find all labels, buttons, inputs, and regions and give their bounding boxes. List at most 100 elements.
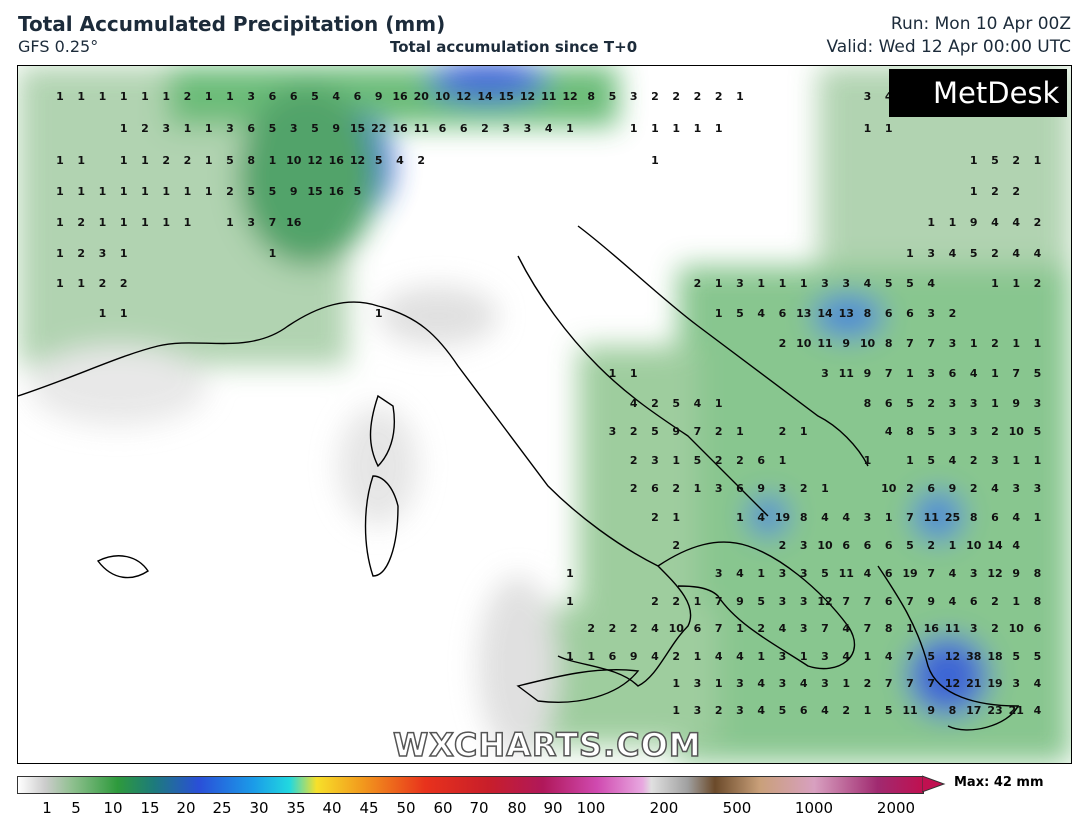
grid-value: 4 (949, 595, 957, 608)
grid-value: 5 (269, 122, 277, 135)
grid-value: 10 (435, 90, 451, 103)
grid-value: 4 (885, 90, 893, 103)
grid-value: 1 (566, 567, 574, 580)
grid-value: 2 (672, 539, 680, 552)
colorbar-arrow (922, 775, 946, 793)
grid-value: 11 (902, 704, 917, 717)
grid-value: 5 (1034, 425, 1042, 438)
grid-value: 2 (184, 90, 192, 103)
grid-value: 7 (906, 595, 914, 608)
grid-value: 5 (885, 277, 893, 290)
grid-value: 1 (736, 622, 744, 635)
grid-value: 1 (77, 185, 85, 198)
grid-value: 1 (715, 122, 723, 135)
grid-value: 1 (56, 247, 64, 260)
grid-value: 2 (1034, 277, 1042, 290)
grid-value: 8 (864, 397, 872, 410)
grid-value: 1 (672, 122, 680, 135)
grid-value: 1 (99, 216, 107, 229)
grid-value: 3 (821, 277, 829, 290)
grid-value: 3 (226, 122, 234, 135)
grid-value: 2 (736, 454, 744, 467)
grid-value: 22 (371, 122, 386, 135)
grid-value: 1 (120, 90, 128, 103)
grid-value: 1 (566, 595, 574, 608)
grid-value: 15 (499, 90, 514, 103)
grid-value: 1 (184, 122, 192, 135)
grid-value: 10 (881, 482, 897, 495)
grid-value: 3 (800, 567, 808, 580)
grid-value: 1 (1012, 337, 1020, 350)
grid-value: 2 (779, 337, 787, 350)
grid-value: 1 (141, 90, 149, 103)
grid-value: 1 (77, 90, 85, 103)
colorbar (17, 776, 924, 794)
grid-value: 1 (77, 277, 85, 290)
grid-value: 20 (414, 90, 430, 103)
grid-value: 9 (949, 482, 957, 495)
grid-value: 2 (991, 247, 999, 260)
grid-value: 1 (906, 454, 914, 467)
colorbar-label: 80 (507, 799, 527, 817)
grid-value: 6 (354, 90, 362, 103)
colorbar-label: 1000 (794, 799, 834, 817)
grid-value: 1 (56, 277, 64, 290)
grid-value: 6 (949, 367, 957, 380)
grid-value: 1 (672, 677, 680, 690)
grid-value: 12 (350, 154, 365, 167)
grid-value: 2 (77, 247, 85, 260)
grid-value: 5 (694, 454, 702, 467)
grid-value: 7 (821, 622, 829, 635)
grid-value: 1 (694, 122, 702, 135)
grid-value: 4 (842, 622, 850, 635)
grid-value: 4 (821, 704, 829, 717)
grid-value: 1 (694, 650, 702, 663)
grid-value: 3 (949, 397, 957, 410)
grid-value: 5 (672, 397, 680, 410)
run-time: Run: Mon 10 Apr 00Z (890, 14, 1071, 34)
grid-value: 1 (715, 677, 723, 690)
grid-value: 9 (1012, 397, 1020, 410)
grid-value: 3 (927, 247, 935, 260)
colorbar-label: 60 (433, 799, 453, 817)
grid-value: 3 (1034, 482, 1042, 495)
grid-value: 5 (269, 185, 277, 198)
grid-value: 1 (99, 307, 107, 320)
grid-value: 1 (694, 595, 702, 608)
grid-value: 5 (311, 122, 319, 135)
colorbar-label: 2000 (876, 799, 916, 817)
grid-value: 3 (524, 122, 532, 135)
grid-value: 3 (736, 277, 744, 290)
grid-value: 1 (587, 650, 595, 663)
grid-value: 8 (1034, 567, 1042, 580)
grid-value: 3 (927, 307, 935, 320)
grid-value: 1 (1034, 511, 1042, 524)
grid-value: 14 (817, 307, 833, 320)
grid-value: 2 (927, 539, 935, 552)
grid-value: 1 (949, 216, 957, 229)
grid-value: 4 (757, 677, 765, 690)
colorbar-label: 90 (543, 799, 563, 817)
grid-value: 1 (184, 216, 192, 229)
grid-value: 1 (970, 337, 978, 350)
grid-value: 1 (715, 277, 723, 290)
grid-value: 3 (1012, 677, 1020, 690)
grid-value: 9 (757, 482, 765, 495)
grid-value: 1 (779, 454, 787, 467)
precip-field (18, 66, 1071, 763)
grid-value: 5 (375, 154, 383, 167)
subtitle: Total accumulation since T+0 (390, 38, 638, 56)
grid-value: 7 (927, 337, 935, 350)
grid-value: 1 (715, 397, 723, 410)
colorbar-label: 30 (249, 799, 269, 817)
grid-value: 3 (970, 425, 978, 438)
grid-value: 1 (120, 185, 128, 198)
grid-value: 4 (630, 397, 638, 410)
grid-value: 1 (1034, 337, 1042, 350)
grid-value: 3 (779, 482, 787, 495)
colorbar-label: 50 (396, 799, 416, 817)
grid-value: 1 (162, 185, 170, 198)
grid-value: 2 (651, 397, 659, 410)
grid-value: 2 (141, 122, 149, 135)
